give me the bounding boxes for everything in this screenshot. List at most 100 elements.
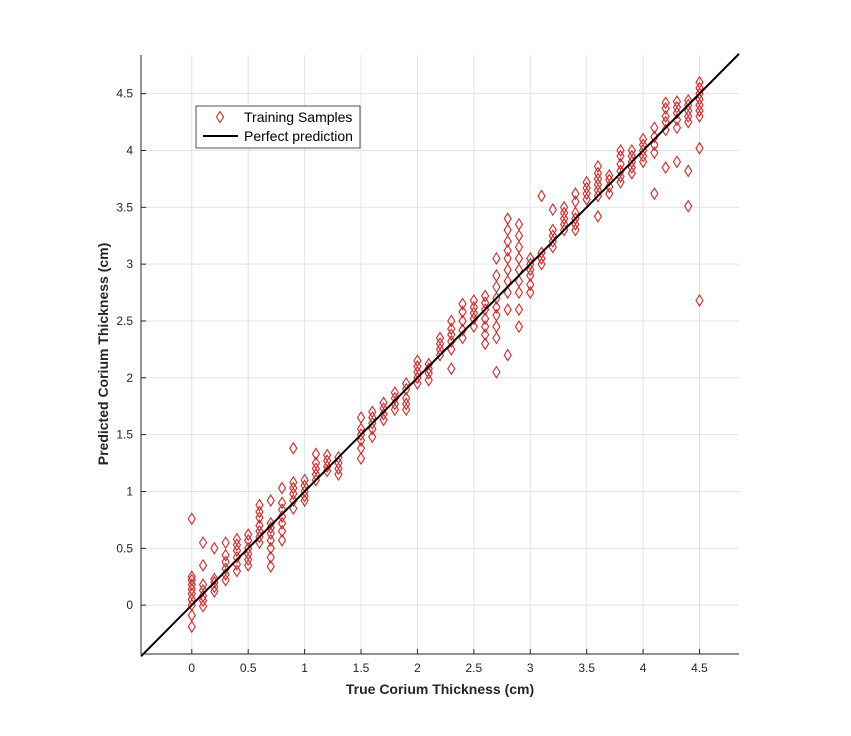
data-point [514, 286, 524, 300]
data-point [616, 175, 625, 189]
data-point [198, 599, 208, 613]
data-point [571, 223, 580, 237]
data-point [311, 462, 321, 476]
data-point [593, 172, 603, 186]
y-axis-label: Predicted Corium Thickness (cm) [95, 243, 111, 466]
data-point [616, 143, 625, 158]
data-point [277, 524, 287, 538]
data-point [255, 519, 264, 533]
data-point [289, 475, 298, 489]
data-point [266, 526, 275, 541]
data-point [232, 532, 242, 546]
data-point [221, 573, 230, 587]
data-point [526, 278, 535, 292]
data-point [514, 303, 524, 317]
data-point [695, 293, 704, 308]
data-point [672, 106, 682, 120]
data-point [447, 362, 456, 376]
x-tick-label: 0 [188, 661, 195, 675]
data-point [537, 189, 546, 203]
data-point [548, 223, 557, 237]
data-point [323, 454, 332, 468]
data-point [582, 181, 591, 195]
data-point [627, 166, 636, 180]
grid [141, 55, 739, 654]
data-point [672, 100, 682, 114]
data-point [650, 146, 659, 160]
data-point [334, 462, 343, 476]
data-point [661, 96, 670, 110]
data-point [638, 132, 648, 146]
data-point [323, 448, 332, 462]
data-point [593, 178, 603, 192]
data-point [413, 359, 422, 373]
data-point [435, 331, 445, 345]
data-point [492, 280, 501, 294]
data-point [198, 583, 208, 597]
data-point [526, 263, 535, 277]
data-point [503, 234, 512, 248]
legend-label-training-samples: Training Samples [244, 109, 352, 125]
data-point [582, 187, 591, 201]
data-point [187, 620, 196, 634]
y-tick-label: 1 [126, 484, 133, 498]
data-point [492, 268, 501, 283]
data-point [627, 143, 636, 158]
y-tick-label: 4 [126, 143, 133, 157]
x-tick-label: 3.5 [578, 661, 595, 675]
data-point [593, 166, 603, 180]
data-point [334, 467, 343, 481]
data-point [503, 348, 512, 362]
data-point [492, 300, 501, 314]
data-point [514, 320, 524, 334]
data-point [695, 141, 704, 155]
data-point [638, 155, 648, 169]
data-point [323, 459, 332, 473]
data-point [559, 206, 569, 220]
data-point [424, 357, 433, 371]
data-point [503, 303, 512, 317]
data-point [232, 564, 242, 578]
data-point [244, 533, 253, 547]
data-point [458, 305, 467, 319]
data-point [469, 293, 479, 308]
data-point [684, 104, 693, 118]
data-point [311, 447, 321, 461]
data-point [695, 92, 704, 106]
data-point [401, 403, 411, 417]
data-point [695, 104, 704, 118]
data-point [469, 300, 479, 314]
data-point [469, 320, 479, 334]
data-point [458, 323, 467, 337]
data-point [650, 121, 659, 135]
data-point [503, 212, 512, 226]
data-point [244, 528, 253, 542]
y-tick-label: 1.5 [116, 428, 133, 442]
data-point [537, 257, 546, 271]
data-point [469, 306, 479, 320]
x-tick-label: 0.5 [240, 661, 257, 675]
y-tick-label: 2 [126, 371, 133, 385]
data-point [289, 441, 298, 455]
data-point [266, 494, 275, 508]
data-point [672, 121, 682, 135]
data-point [684, 109, 693, 123]
data-point [187, 512, 196, 526]
data-point [492, 331, 501, 345]
data-point [480, 328, 490, 342]
data-point [571, 187, 580, 201]
data-point [695, 75, 704, 89]
data-point [390, 386, 400, 400]
data-point [244, 547, 253, 561]
y-tick-label: 4.5 [116, 87, 133, 101]
data-point [605, 180, 614, 194]
x-tick-label: 4 [640, 661, 647, 675]
y-tick-label: 2.5 [116, 314, 133, 328]
data-point [458, 331, 467, 345]
data-point [413, 354, 422, 368]
x-axis-label: True Corium Thickness (cm) [346, 681, 534, 697]
data-point [221, 536, 230, 550]
data-point [605, 187, 614, 201]
data-point [198, 558, 208, 572]
data-point [289, 487, 298, 501]
